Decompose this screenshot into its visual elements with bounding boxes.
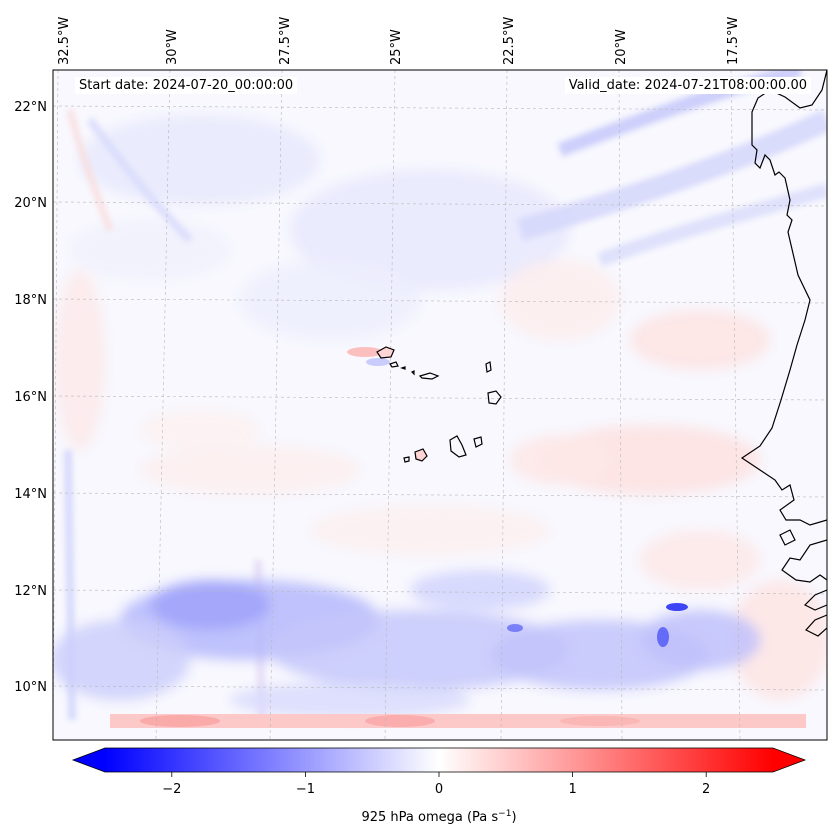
colorbar-tick-label: 1 [568,782,576,797]
lon-label: 27.5°W [278,17,293,65]
lat-label: 14°N [14,487,47,502]
latitude-labels: 22°N 20°N 18°N 16°N 14°N 12°N 10°N [14,100,47,695]
colorbar-ticks: −2 −1 0 1 2 [162,772,710,797]
africa-coastline [740,70,827,526]
lat-label: 22°N [14,100,47,115]
lat-label: 16°N [14,390,47,405]
colorbar-tick-label: 2 [702,782,710,797]
colorbar: −2 −1 0 1 2 925 hPa omega (Pa s−1) [71,747,807,825]
lat-label: 18°N [14,293,47,308]
map-frame [52,69,828,741]
lon-label: 30°W [165,29,180,65]
colorbar-label: 925 hPa omega (Pa s−1) [361,809,516,825]
lon-label: 20°W [614,29,629,65]
guinea-coast [781,539,827,583]
longitude-labels: 32.5°W 30°W 27.5°W 25°W 22.5°W 20°W 17.5… [57,17,741,65]
lat-label: 12°N [14,584,47,599]
colorbar-outline [71,747,807,773]
colorbar-label-text: 925 hPa omega (Pa s [361,810,498,825]
coastlines [376,70,827,637]
colorbar-label-close: ) [511,810,516,825]
lat-label: 20°N [14,196,47,211]
lon-label: 22.5°W [502,17,517,65]
lon-label: 25°W [389,29,404,65]
lon-label: 32.5°W [57,17,72,65]
colorbar-extend-min [73,748,105,772]
valid-date-label: Valid_date: 2024-07-21T08:00:00.00 [564,77,811,94]
colorbar-gradient [105,748,773,772]
lat-label: 10°N [14,680,47,695]
colorbar-extend-max [773,748,805,772]
cape-verde-santo-antao [376,346,395,359]
cape-verde-santiago [449,435,467,458]
colorbar-tick-label: 0 [435,782,443,797]
graticule [53,70,827,740]
colorbar-tick-label: −1 [296,782,315,797]
colorbar-tick-label: −2 [162,782,181,797]
lon-label: 17.5°W [726,17,741,65]
colorbar-label-sup: −1 [498,809,511,819]
omega-field [53,70,827,740]
start-date-label: Start date: 2024-07-20_00:00:00 [75,77,298,94]
